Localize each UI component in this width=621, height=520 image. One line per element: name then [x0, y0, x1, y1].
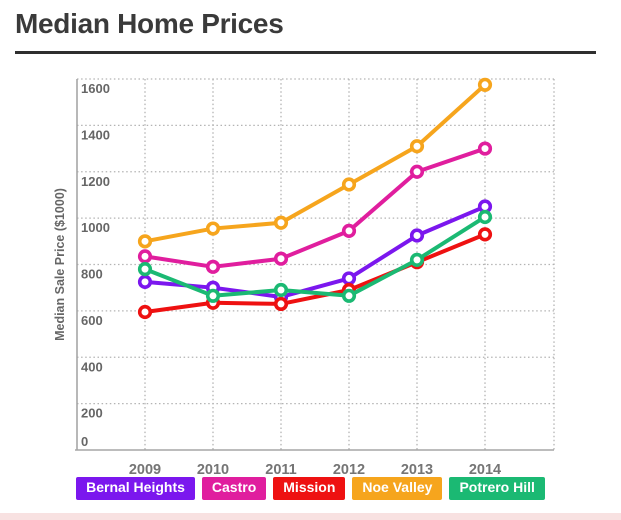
legend-item-castro[interactable]: Castro	[201, 477, 267, 500]
data-point-bernal-heights-2009[interactable]	[137, 274, 153, 289]
data-point-castro-2009[interactable]	[137, 249, 153, 264]
y-tick-label-200: 200	[81, 406, 103, 421]
data-point-noe-valley-2010[interactable]	[205, 221, 221, 236]
chart: 0 200 400 600 800 1000 1200 1400 1600 2009 2010 201…	[0, 60, 621, 478]
data-point-potrero-hill-2011[interactable]	[273, 282, 289, 298]
data-point-noe-valley-2013[interactable]	[409, 139, 425, 154]
data-point-potrero-hill-2010[interactable]	[205, 288, 221, 303]
x-tick-label-2012: 2012	[333, 462, 365, 478]
data-point-mission-2011[interactable]	[273, 296, 289, 312]
legend-item-noe-valley[interactable]: Noe Valley	[352, 477, 443, 500]
series-line-mission[interactable]	[143, 232, 487, 315]
data-point-potrero-hill-2013[interactable]	[409, 252, 425, 267]
bottom-strip	[0, 513, 621, 520]
chart-legend: Bernal Heights Castro Mission Noe Valley Pot…	[0, 477, 621, 500]
x-tick-label-2013: 2013	[401, 462, 433, 478]
data-point-noe-valley-2011[interactable]	[273, 215, 289, 230]
y-tick-label-400: 400	[81, 359, 103, 374]
data-point-noe-valley-2014[interactable]	[477, 77, 493, 92]
y-tick-label-1000: 1000	[81, 220, 110, 235]
data-point-bernal-heights-2013[interactable]	[409, 228, 425, 243]
series-line-castro[interactable]	[143, 146, 487, 269]
data-point-mission-2009[interactable]	[137, 304, 153, 320]
y-tick-label-800: 800	[81, 267, 103, 282]
y-tick-label-1400: 1400	[81, 127, 110, 142]
y-tick-label-600: 600	[81, 313, 103, 328]
data-point-castro-2013[interactable]	[409, 164, 425, 179]
y-tick-label-0: 0	[81, 434, 88, 449]
legend-item-mission[interactable]: Mission	[273, 477, 346, 500]
title-underline	[15, 51, 596, 54]
data-point-potrero-hill-2012[interactable]	[341, 288, 357, 303]
legend-item-bernal-heights[interactable]: Bernal Heights	[76, 477, 195, 500]
legend-item-potrero-hill[interactable]: Potrero Hill	[449, 477, 545, 500]
x-tick-label-2010: 2010	[197, 462, 229, 478]
data-point-castro-2010[interactable]	[205, 259, 221, 274]
data-point-castro-2011[interactable]	[273, 251, 289, 266]
data-point-potrero-hill-2014[interactable]	[477, 209, 493, 225]
data-point-mission-2014[interactable]	[477, 227, 493, 242]
data-point-noe-valley-2009[interactable]	[137, 234, 153, 249]
page-title: Median Home Prices	[15, 8, 284, 39]
series-line-potrero-hill[interactable]	[143, 214, 487, 298]
data-point-noe-valley-2012[interactable]	[341, 177, 357, 192]
series-line-bernal-heights[interactable]	[143, 204, 487, 299]
data-point-bernal-heights-2012[interactable]	[341, 271, 357, 286]
y-tick-label-1600: 1600	[81, 81, 110, 96]
y-axis-title: Median Sale Price ($1000)	[53, 188, 67, 341]
data-point-castro-2012[interactable]	[341, 223, 357, 238]
data-point-potrero-hill-2009[interactable]	[137, 262, 153, 277]
x-tick-label-2011: 2011	[265, 462, 296, 478]
series-line-noe-valley[interactable]	[143, 82, 487, 244]
line-chart: 0 200 400 600 800 1000 1200 1400 1600 2009 2010 201…	[53, 77, 555, 478]
data-point-castro-2014[interactable]	[477, 141, 493, 156]
x-tick-label-2009: 2009	[129, 462, 161, 478]
x-tick-label-2014: 2014	[469, 462, 501, 478]
y-tick-label-1200: 1200	[81, 174, 110, 189]
